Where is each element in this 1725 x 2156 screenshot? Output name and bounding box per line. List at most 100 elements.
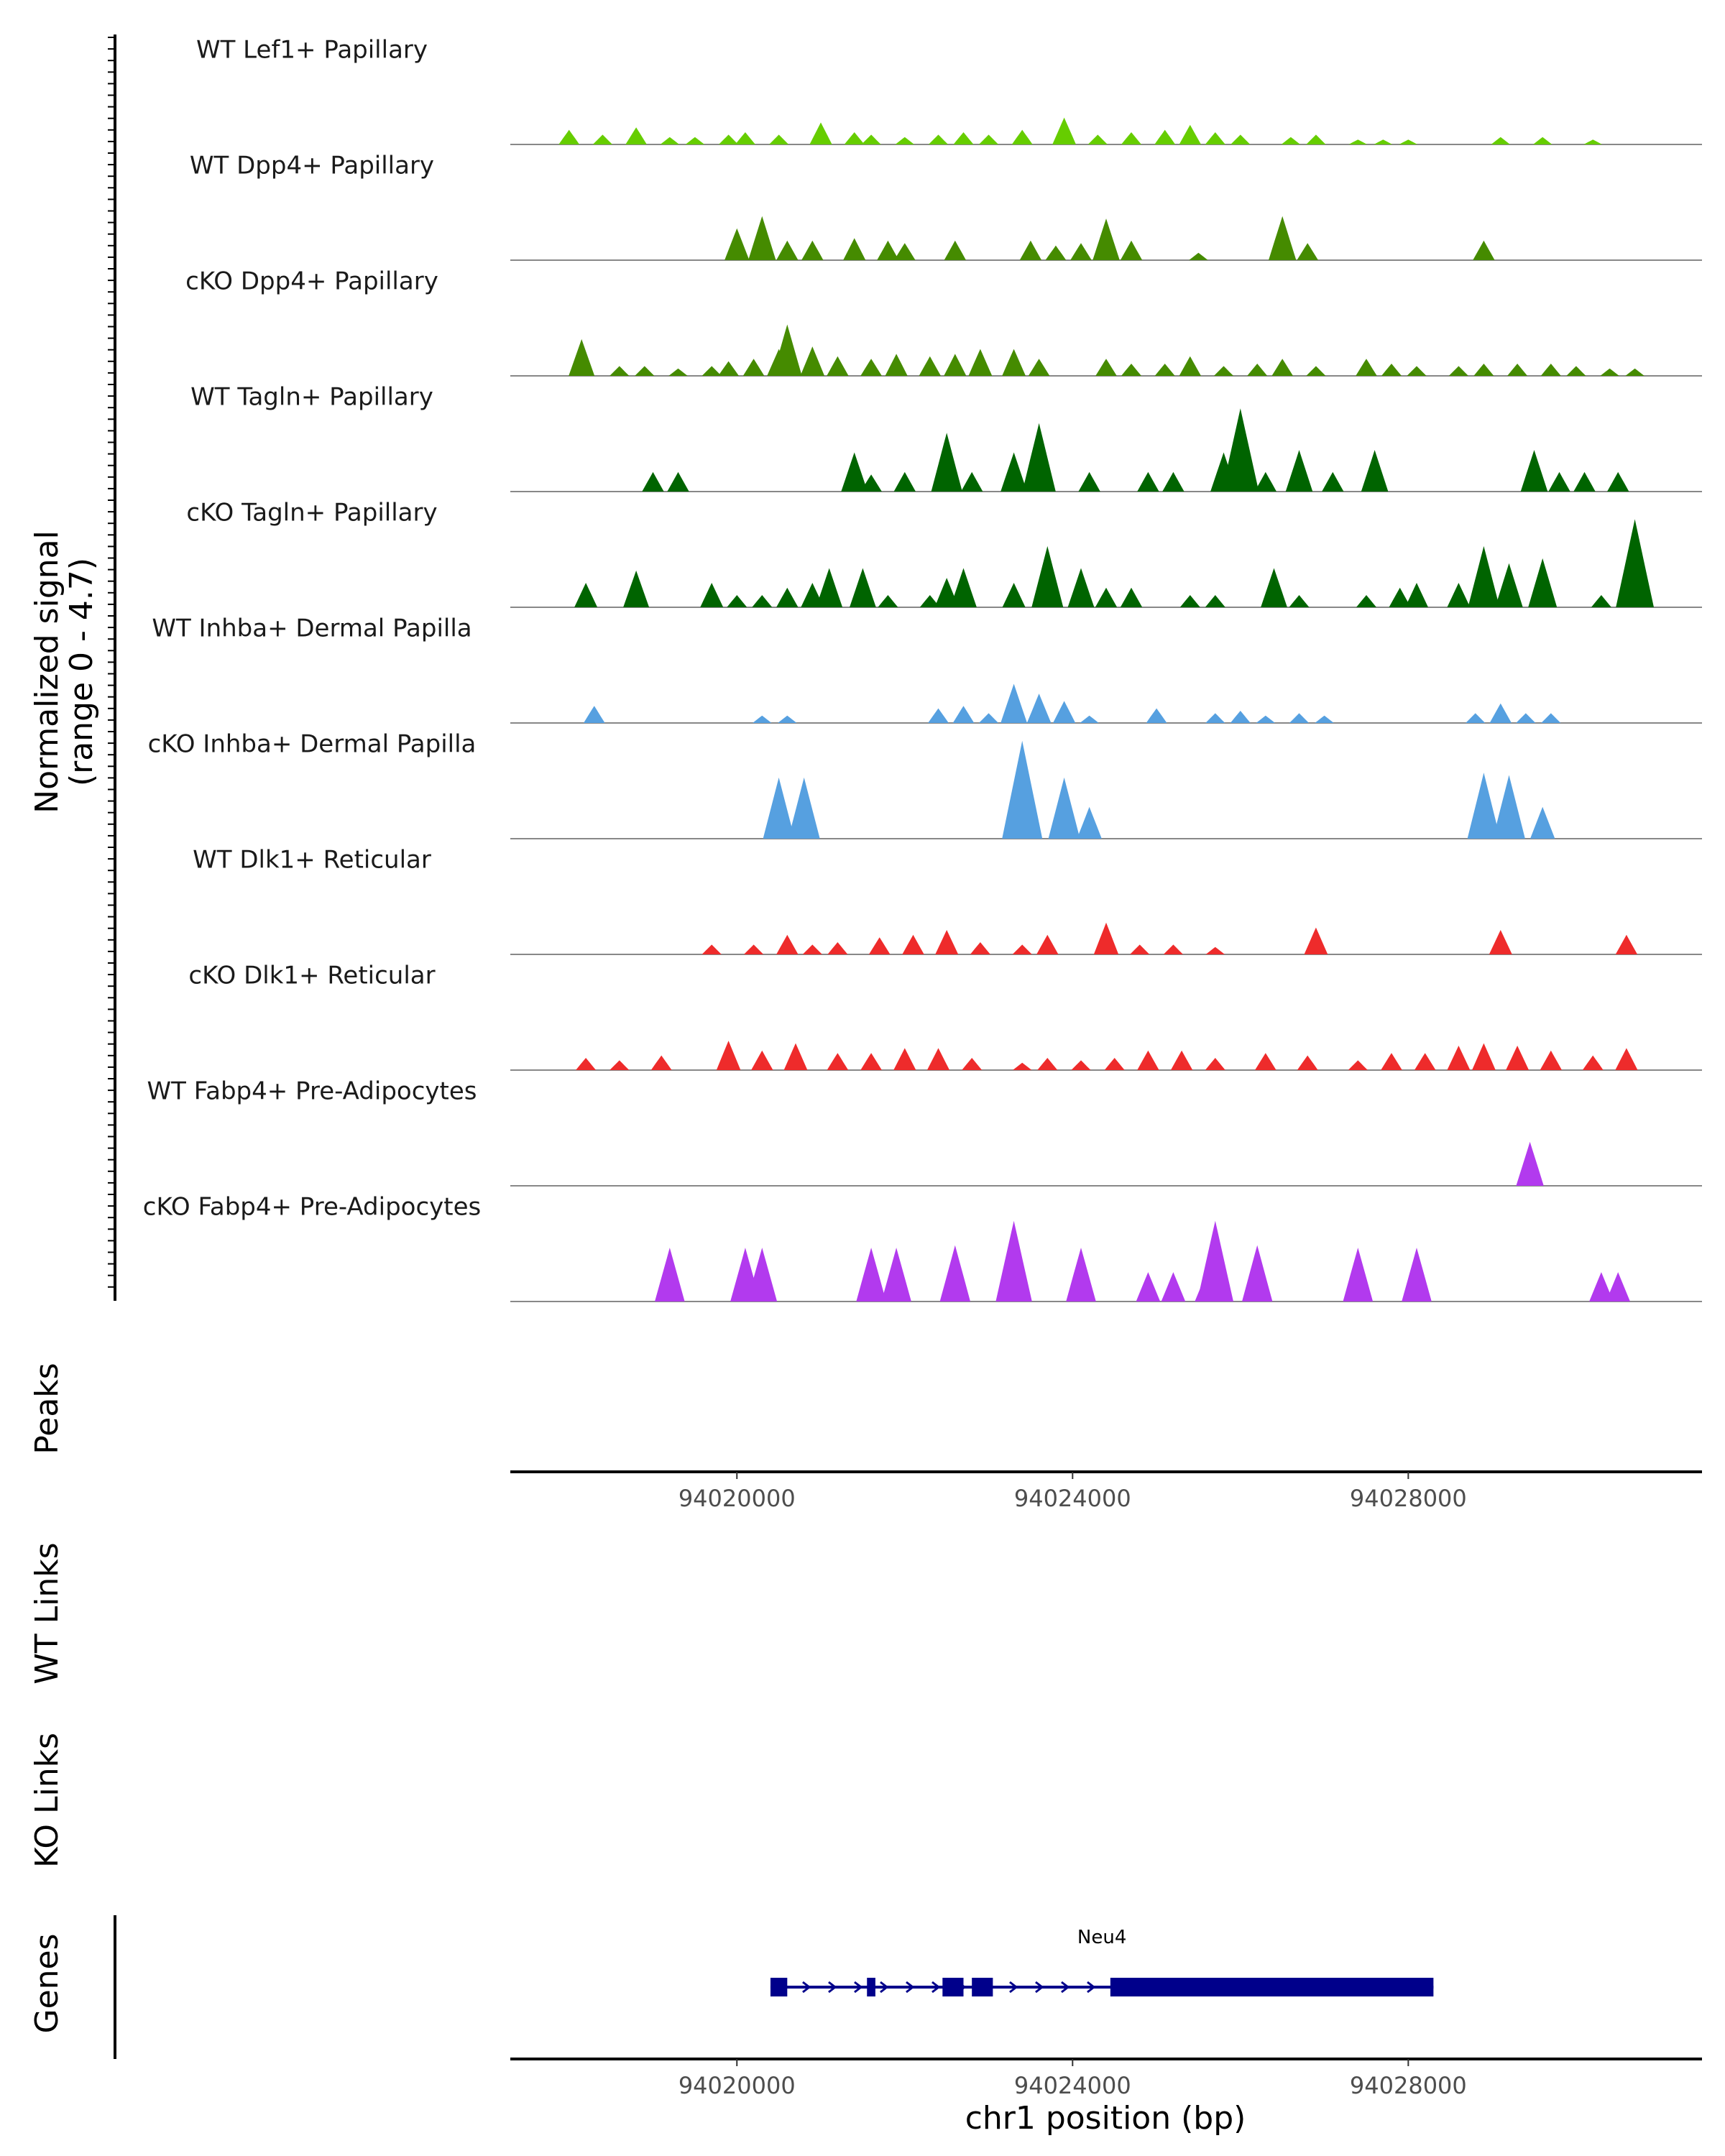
signal-peak — [1189, 252, 1208, 260]
signal-peak — [1582, 1055, 1604, 1070]
track-6: cKO Inhba+ Dermal Papilla — [148, 730, 1702, 839]
signal-peak — [1077, 806, 1102, 839]
signal-peak — [1092, 218, 1120, 260]
signal-peak — [1491, 137, 1510, 144]
y-axis-title-main: Normalized signal — [29, 530, 65, 814]
signal-peak — [1528, 558, 1558, 607]
signal-peak — [592, 134, 612, 144]
x-tick-label: 94020000 — [678, 2072, 796, 2099]
ko-links-panel-label: KO Links — [29, 1733, 65, 1868]
signal-peak — [868, 937, 891, 954]
track-label: cKO Inhba+ Dermal Papilla — [148, 730, 477, 759]
signal-peak — [1045, 245, 1067, 260]
signal-peak — [778, 715, 797, 723]
signal-peak — [742, 359, 765, 376]
strand-arrow — [1035, 1981, 1044, 1994]
signal-peak — [776, 587, 799, 607]
signal-peak — [1162, 471, 1184, 492]
signal-peak — [1606, 1272, 1630, 1302]
signal-peak — [978, 713, 999, 723]
signal-peak — [1348, 139, 1368, 144]
signal-peak — [877, 240, 899, 260]
signal-peak — [1466, 713, 1486, 723]
signal-peak — [939, 1245, 970, 1302]
y-axis-ticks — [108, 37, 115, 1288]
signal-peak — [1179, 356, 1201, 376]
signal-peak — [685, 137, 705, 144]
track-8: cKO Dlk1+ Reticular — [188, 962, 1702, 1071]
signal-peak — [1012, 944, 1032, 954]
signal-peak — [953, 132, 974, 144]
signal-peak — [1381, 1053, 1402, 1070]
signal-peak — [995, 1220, 1032, 1302]
signal-peak — [885, 354, 908, 376]
signal-peak — [772, 324, 802, 376]
track-label: cKO Dpp4+ Papillary — [185, 267, 438, 296]
signal-peak — [702, 944, 722, 954]
signal-peak — [1520, 450, 1548, 492]
signal-peak — [1137, 471, 1159, 492]
signal-peak — [1261, 568, 1287, 607]
track-0: WT Lef1+ Papillary — [196, 36, 1702, 145]
track-3: WT Tagln+ Papillary — [190, 383, 1702, 492]
signal-peak — [860, 1053, 882, 1070]
signal-peak — [1489, 930, 1512, 954]
gene-annotations: Neu4 — [770, 1927, 1434, 1996]
signal-peak — [1036, 934, 1059, 954]
signal-peak — [1037, 1058, 1058, 1070]
signal-peak — [1136, 1272, 1161, 1302]
signal-peak — [1297, 1055, 1318, 1070]
signal-peak — [1405, 583, 1428, 607]
signal-peak — [1255, 1053, 1276, 1070]
strand-arrow — [932, 1981, 941, 1994]
x-axis-title: chr1 position (bp) — [965, 2100, 1246, 2137]
signal-peak — [1146, 708, 1167, 723]
signal-peak — [1289, 713, 1310, 723]
signal-peak — [919, 595, 940, 607]
signal-peak — [1121, 132, 1141, 144]
signal-peak — [776, 934, 799, 954]
track-5: WT Inhba+ Dermal Papilla — [152, 614, 1702, 724]
signal-peak — [655, 1248, 685, 1302]
signal-peak — [961, 471, 983, 492]
track-10: cKO Fabp4+ Pre-Adipocytes — [143, 1193, 1702, 1302]
signal-peak — [1315, 715, 1334, 723]
signal-peak — [1472, 1043, 1496, 1070]
signal-peak — [1447, 583, 1471, 607]
signal-peak — [753, 715, 772, 723]
strand-arrow — [828, 1981, 837, 1994]
signal-peak — [1374, 139, 1393, 144]
signal-peak — [623, 570, 650, 607]
gene-exon — [1110, 1978, 1434, 1996]
signal-peak — [1002, 583, 1026, 607]
track-label: cKO Dlk1+ Reticular — [188, 962, 435, 990]
signal-peak — [878, 595, 898, 607]
signal-peak — [1242, 1245, 1273, 1302]
signal-peak — [1607, 471, 1629, 492]
signal-peak — [1070, 243, 1092, 260]
strand-arrow — [880, 1981, 889, 1994]
signal-peak — [1495, 563, 1523, 607]
signal-peak — [935, 930, 959, 954]
track-label: cKO Tagln+ Papillary — [186, 499, 437, 528]
signal-peak — [843, 238, 866, 260]
signal-peak — [718, 361, 739, 376]
signal-peak — [1306, 134, 1326, 144]
signal-peak — [1615, 1048, 1638, 1070]
signal-peak — [716, 1041, 741, 1070]
signal-peak — [856, 1248, 886, 1302]
signal-peak — [1179, 595, 1200, 607]
signal-peak — [700, 583, 724, 607]
signal-peak — [610, 366, 630, 376]
x-tick-label: 94028000 — [1350, 2072, 1467, 2099]
signal-peak — [1361, 450, 1389, 492]
signal-peak — [752, 595, 773, 607]
signal-peak — [1104, 1058, 1125, 1070]
signal-peak — [751, 1050, 773, 1070]
strand-arrow — [1061, 1981, 1070, 1994]
signal-peak — [1447, 1046, 1471, 1070]
signal-peak — [724, 228, 750, 260]
signal-peak — [1205, 595, 1225, 607]
signal-peak — [1533, 137, 1552, 144]
